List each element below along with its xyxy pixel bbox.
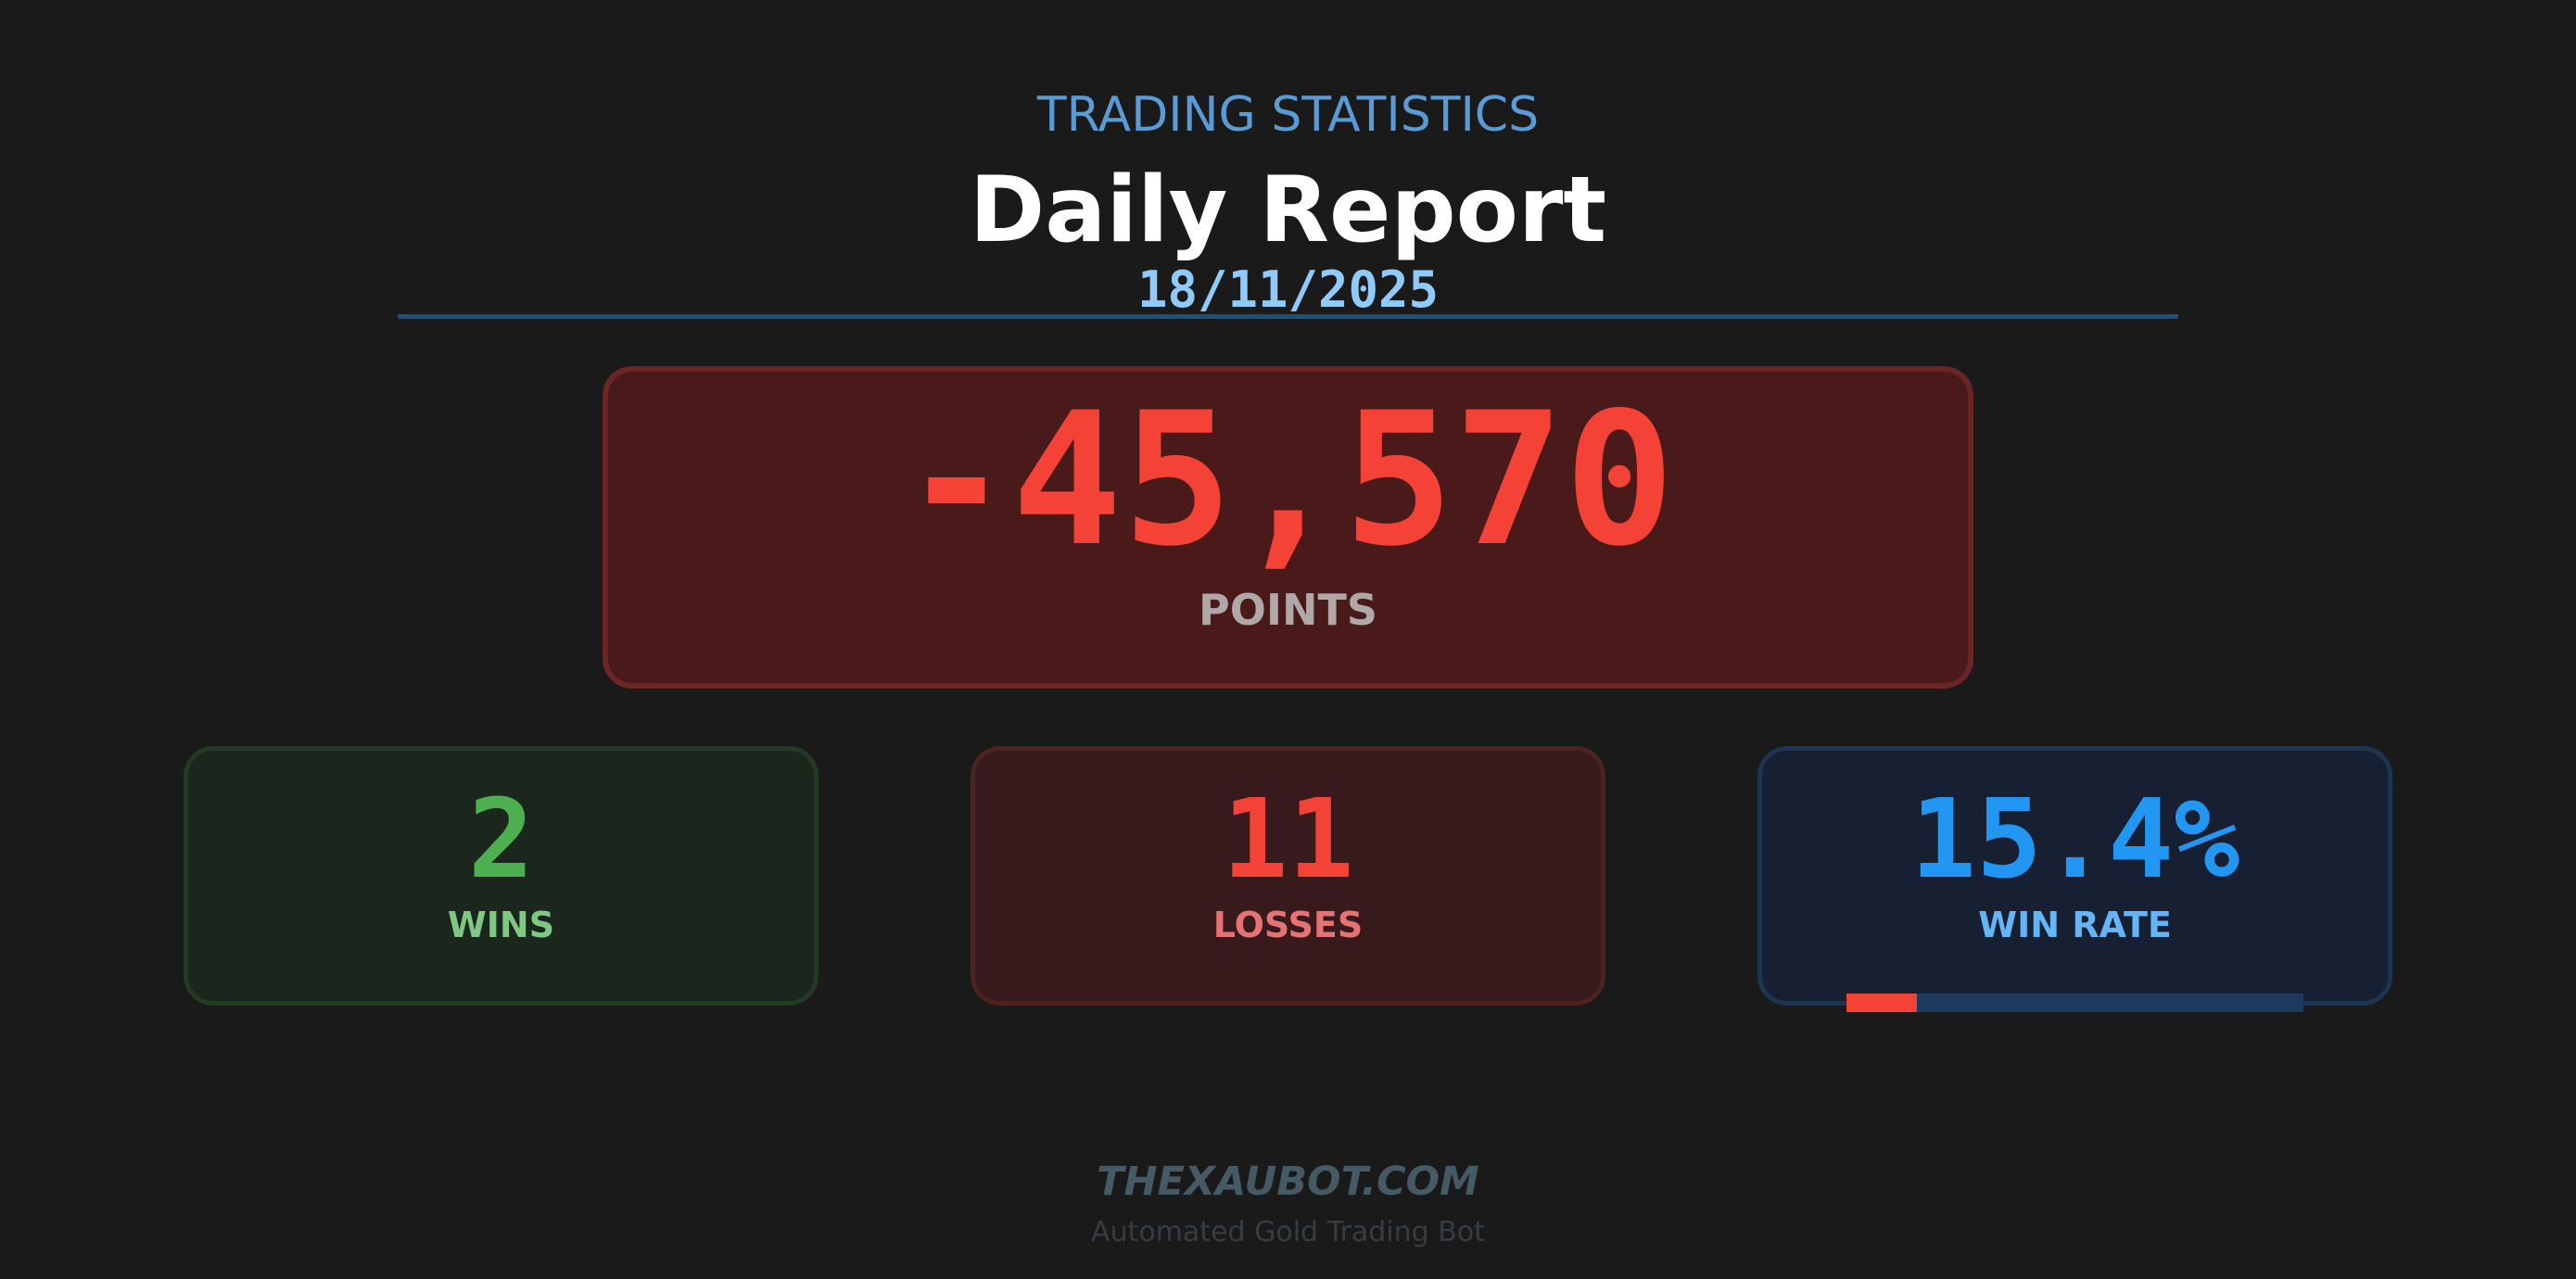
header-divider — [398, 314, 2178, 319]
win-rate-value: 15.4% — [1910, 775, 2240, 903]
win-rate-label: WIN RATE — [1978, 905, 2172, 945]
wins-value: 2 — [467, 775, 535, 903]
page-title: Daily Report — [969, 158, 1607, 263]
wins-label: WINS — [447, 905, 555, 945]
win-rate-card: 15.4% WIN RATE — [1758, 746, 2392, 1006]
points-value: -45,570 — [901, 373, 1675, 587]
losses-label: LOSSES — [1212, 905, 1364, 945]
brand-logo-text: THEXAUBOT.COM — [1097, 1159, 1479, 1205]
win-rate-progress-fill — [1846, 994, 1917, 1012]
points-label: POINTS — [1199, 585, 1377, 635]
report-subtitle: TRADING STATISTICS — [1036, 87, 1540, 143]
losses-value: 11 — [1222, 775, 1354, 903]
points-summary-card: -45,570 POINTS — [603, 366, 1973, 689]
wins-card: 2 WINS — [184, 746, 818, 1006]
losses-card: 11 LOSSES — [971, 746, 1605, 1006]
brand-tagline: Automated Gold Trading Bot — [1091, 1216, 1485, 1248]
report-date: 18/11/2025 — [1136, 260, 1440, 319]
win-rate-progress-bar — [1846, 994, 2303, 1012]
